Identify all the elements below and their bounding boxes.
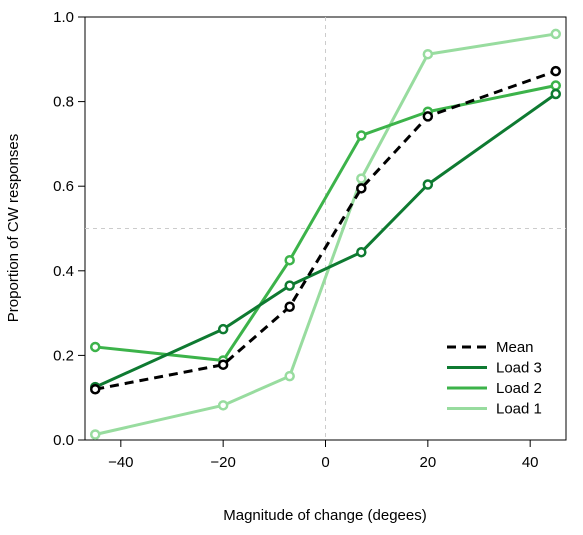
- data-point-load-2: [550, 80, 562, 91]
- x-tick-label: −40: [108, 454, 133, 471]
- legend-label-mean: Mean: [496, 339, 534, 356]
- y-axis-title: Proportion of CW responses: [5, 134, 22, 322]
- data-point-load-3: [356, 246, 367, 258]
- data-point-load-1: [284, 370, 295, 382]
- legend-label-load-1: Load 1: [496, 401, 542, 418]
- legend-label-load-2: Load 2: [496, 380, 542, 397]
- data-point-mean: [284, 301, 295, 313]
- legend: Mean Load 3 Load 2 Load 1: [447, 339, 542, 418]
- x-axis: −40 −20 0 20 40: [108, 440, 539, 471]
- data-point-mean: [89, 383, 101, 395]
- reference-lines: [85, 17, 566, 440]
- legend-item-load-1: Load 1: [447, 401, 542, 418]
- y-tick-label: 0.0: [53, 432, 74, 449]
- data-point-load-1: [550, 28, 562, 40]
- legend-item-load-2: Load 2: [447, 380, 542, 397]
- y-tick-label: 1.0: [53, 9, 74, 26]
- x-tick-label: 40: [522, 454, 539, 471]
- y-axis: 0.0 0.2 0.4 0.6 0.8 1.0: [53, 9, 85, 449]
- data-point-load-1: [356, 173, 367, 184]
- y-tick-label: 0.4: [53, 263, 74, 280]
- x-tick-label: −20: [210, 454, 235, 471]
- series-line-load-2: [95, 84, 557, 362]
- data-point-load-3: [422, 179, 434, 190]
- legend-label-load-3: Load 3: [496, 360, 542, 377]
- series-load-1: [89, 28, 562, 440]
- data-point-load-1: [89, 429, 101, 440]
- data-point-load-1: [422, 48, 434, 60]
- series-line-load-3: [94, 92, 557, 389]
- series-mean: [89, 65, 562, 395]
- data-point-mean: [422, 111, 434, 122]
- data-point-load-2: [89, 341, 101, 353]
- y-tick-label: 0.8: [53, 94, 74, 111]
- data-point-load-3: [284, 280, 295, 291]
- series-layer: [89, 28, 562, 440]
- legend-item-mean: Mean: [447, 339, 534, 356]
- legend-item-load-3: Load 3: [447, 360, 542, 377]
- series-line-load-1: [94, 32, 557, 436]
- x-tick-label: 0: [321, 454, 329, 471]
- data-point-load-2: [284, 254, 295, 266]
- data-point-load-3: [217, 323, 229, 335]
- data-point-load-1: [217, 400, 229, 411]
- series-line-mean: [94, 69, 557, 391]
- data-point-mean: [356, 183, 367, 194]
- x-tick-label: 20: [419, 454, 436, 471]
- y-tick-label: 0.2: [53, 347, 74, 364]
- data-point-mean: [550, 65, 562, 77]
- x-axis-title: Magnitude of change (degees): [223, 507, 426, 524]
- y-tick-label: 0.6: [53, 178, 74, 195]
- data-point-mean: [217, 359, 229, 370]
- data-point-load-2: [356, 130, 367, 141]
- data-point-load-3: [550, 88, 562, 100]
